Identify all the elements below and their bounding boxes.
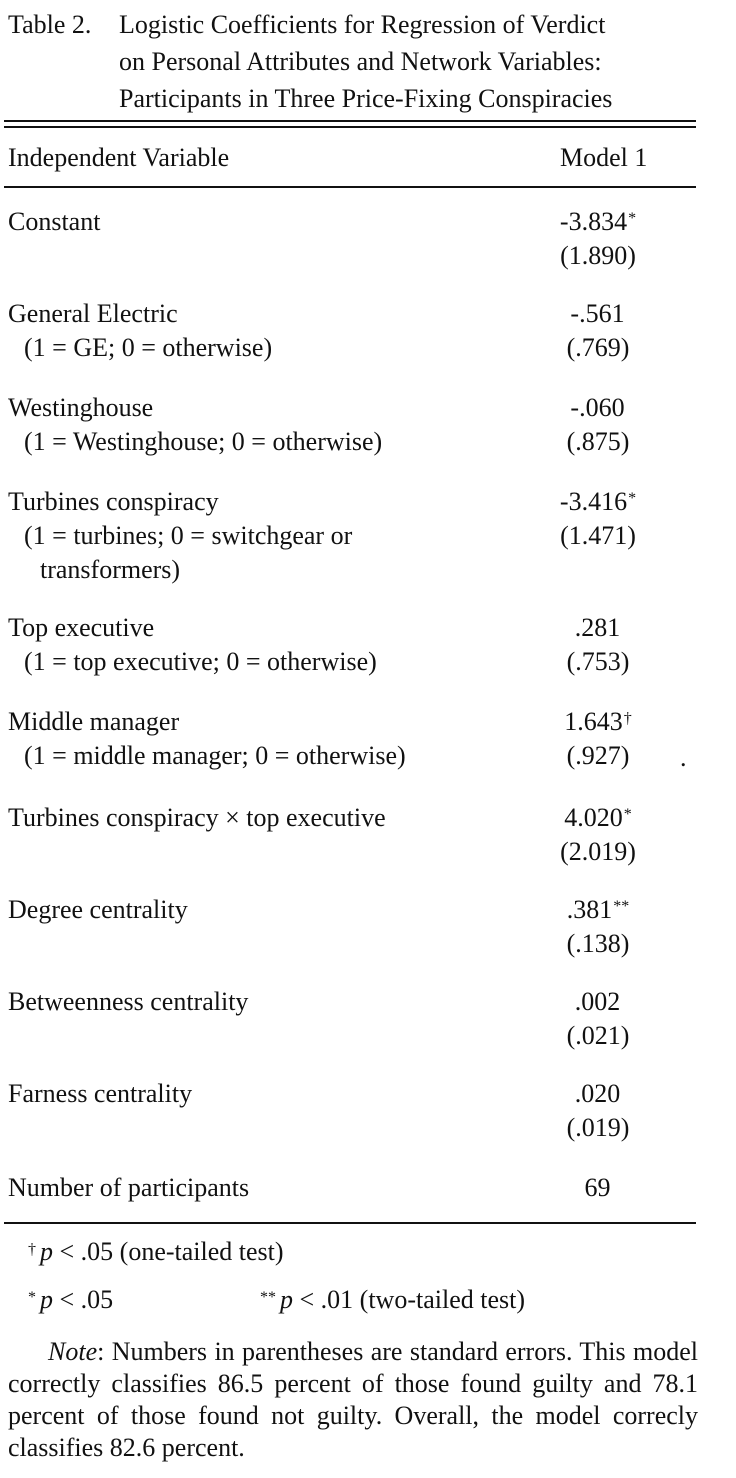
header-rule: [4, 186, 696, 188]
coefficient: 4.020*: [564, 803, 632, 832]
star-mark: *: [28, 1289, 36, 1306]
variable-name: Middle manager: [8, 707, 180, 736]
variable-name: Betweenness centrality: [8, 987, 249, 1016]
standard-error: (.138): [566, 929, 630, 958]
variable-name: Top executive: [8, 613, 155, 642]
variable-coding: (1 = Westinghouse; 0 = otherwise): [24, 427, 383, 456]
double-star-mark: **: [260, 1289, 276, 1306]
variable-coding: (1 = middle manager; 0 = otherwise): [24, 741, 406, 770]
variable-name: Turbines conspiracy: [8, 487, 219, 516]
standard-error: (.769): [566, 333, 630, 362]
significance-mark: **: [613, 898, 630, 915]
table-note: Note: Numbers in parentheses are standar…: [8, 1336, 698, 1464]
standard-error: (2.019): [560, 837, 636, 866]
participant-count: 69: [584, 1173, 611, 1202]
variable-name: General Electric: [8, 299, 178, 328]
note-text: : Numbers in parentheses are standard er…: [8, 1337, 698, 1462]
variable-name: Farness centrality: [8, 1079, 193, 1108]
dagger-mark: †: [28, 1241, 36, 1258]
footnote-star: * p < .05: [28, 1285, 114, 1314]
table-label: Table 2.: [8, 10, 92, 39]
column-header-model: Model 1: [560, 143, 648, 172]
coefficient: -.561: [570, 299, 625, 328]
coefficient: .381**: [566, 895, 630, 924]
variable-name: Number of participants: [8, 1173, 250, 1202]
variable-coding: (1 = top executive; 0 = otherwise): [24, 647, 377, 676]
standard-error: (1.890): [560, 241, 636, 270]
table-title-line-1: Logistic Coefficients for Regression of …: [119, 10, 606, 39]
variable-coding: (1 = GE; 0 = otherwise): [24, 333, 273, 362]
footnote-dagger: † p < .05 (one-tailed test): [28, 1237, 284, 1266]
bottom-rule: [4, 1222, 696, 1224]
variable-coding-continued: transformers): [40, 555, 181, 584]
variable-name: Turbines conspiracy × top executive: [8, 803, 386, 832]
variable-name: Degree centrality: [8, 895, 188, 924]
coefficient: .020: [574, 1079, 621, 1108]
stray-mark: .: [680, 743, 687, 772]
coefficient: .281: [574, 613, 621, 642]
variable-name: Westinghouse: [8, 393, 154, 422]
standard-error: (.021): [566, 1021, 630, 1050]
note-label: Note: [48, 1337, 98, 1366]
standard-error: (.019): [566, 1113, 630, 1142]
standard-error: (.875): [566, 427, 630, 456]
coefficient: 1.643†: [564, 707, 632, 736]
coefficient: .002: [574, 987, 621, 1016]
column-header-variable: Independent Variable: [8, 143, 230, 172]
significance-mark: *: [628, 490, 637, 507]
table-title-line-2: on Personal Attributes and Network Varia…: [119, 47, 602, 76]
coefficient: -3.834*: [559, 207, 637, 236]
top-rule-1: [4, 120, 696, 122]
standard-error: (1.471): [560, 521, 636, 550]
footnote-double-star: ** p < .01 (two-tailed test): [260, 1285, 525, 1314]
variable-name: Constant: [8, 207, 101, 236]
standard-error: (.927): [566, 741, 630, 770]
coefficient: -.060: [570, 393, 625, 422]
significance-mark: †: [623, 710, 632, 727]
table-title-line-3: Participants in Three Price-Fixing Consp…: [119, 84, 613, 113]
significance-mark: *: [628, 210, 637, 227]
top-rule-2: [4, 126, 696, 128]
coefficient: -3.416*: [559, 487, 637, 516]
standard-error: (.753): [566, 647, 630, 676]
variable-coding: (1 = turbines; 0 = switchgear or: [24, 521, 353, 550]
significance-mark: *: [623, 806, 632, 823]
